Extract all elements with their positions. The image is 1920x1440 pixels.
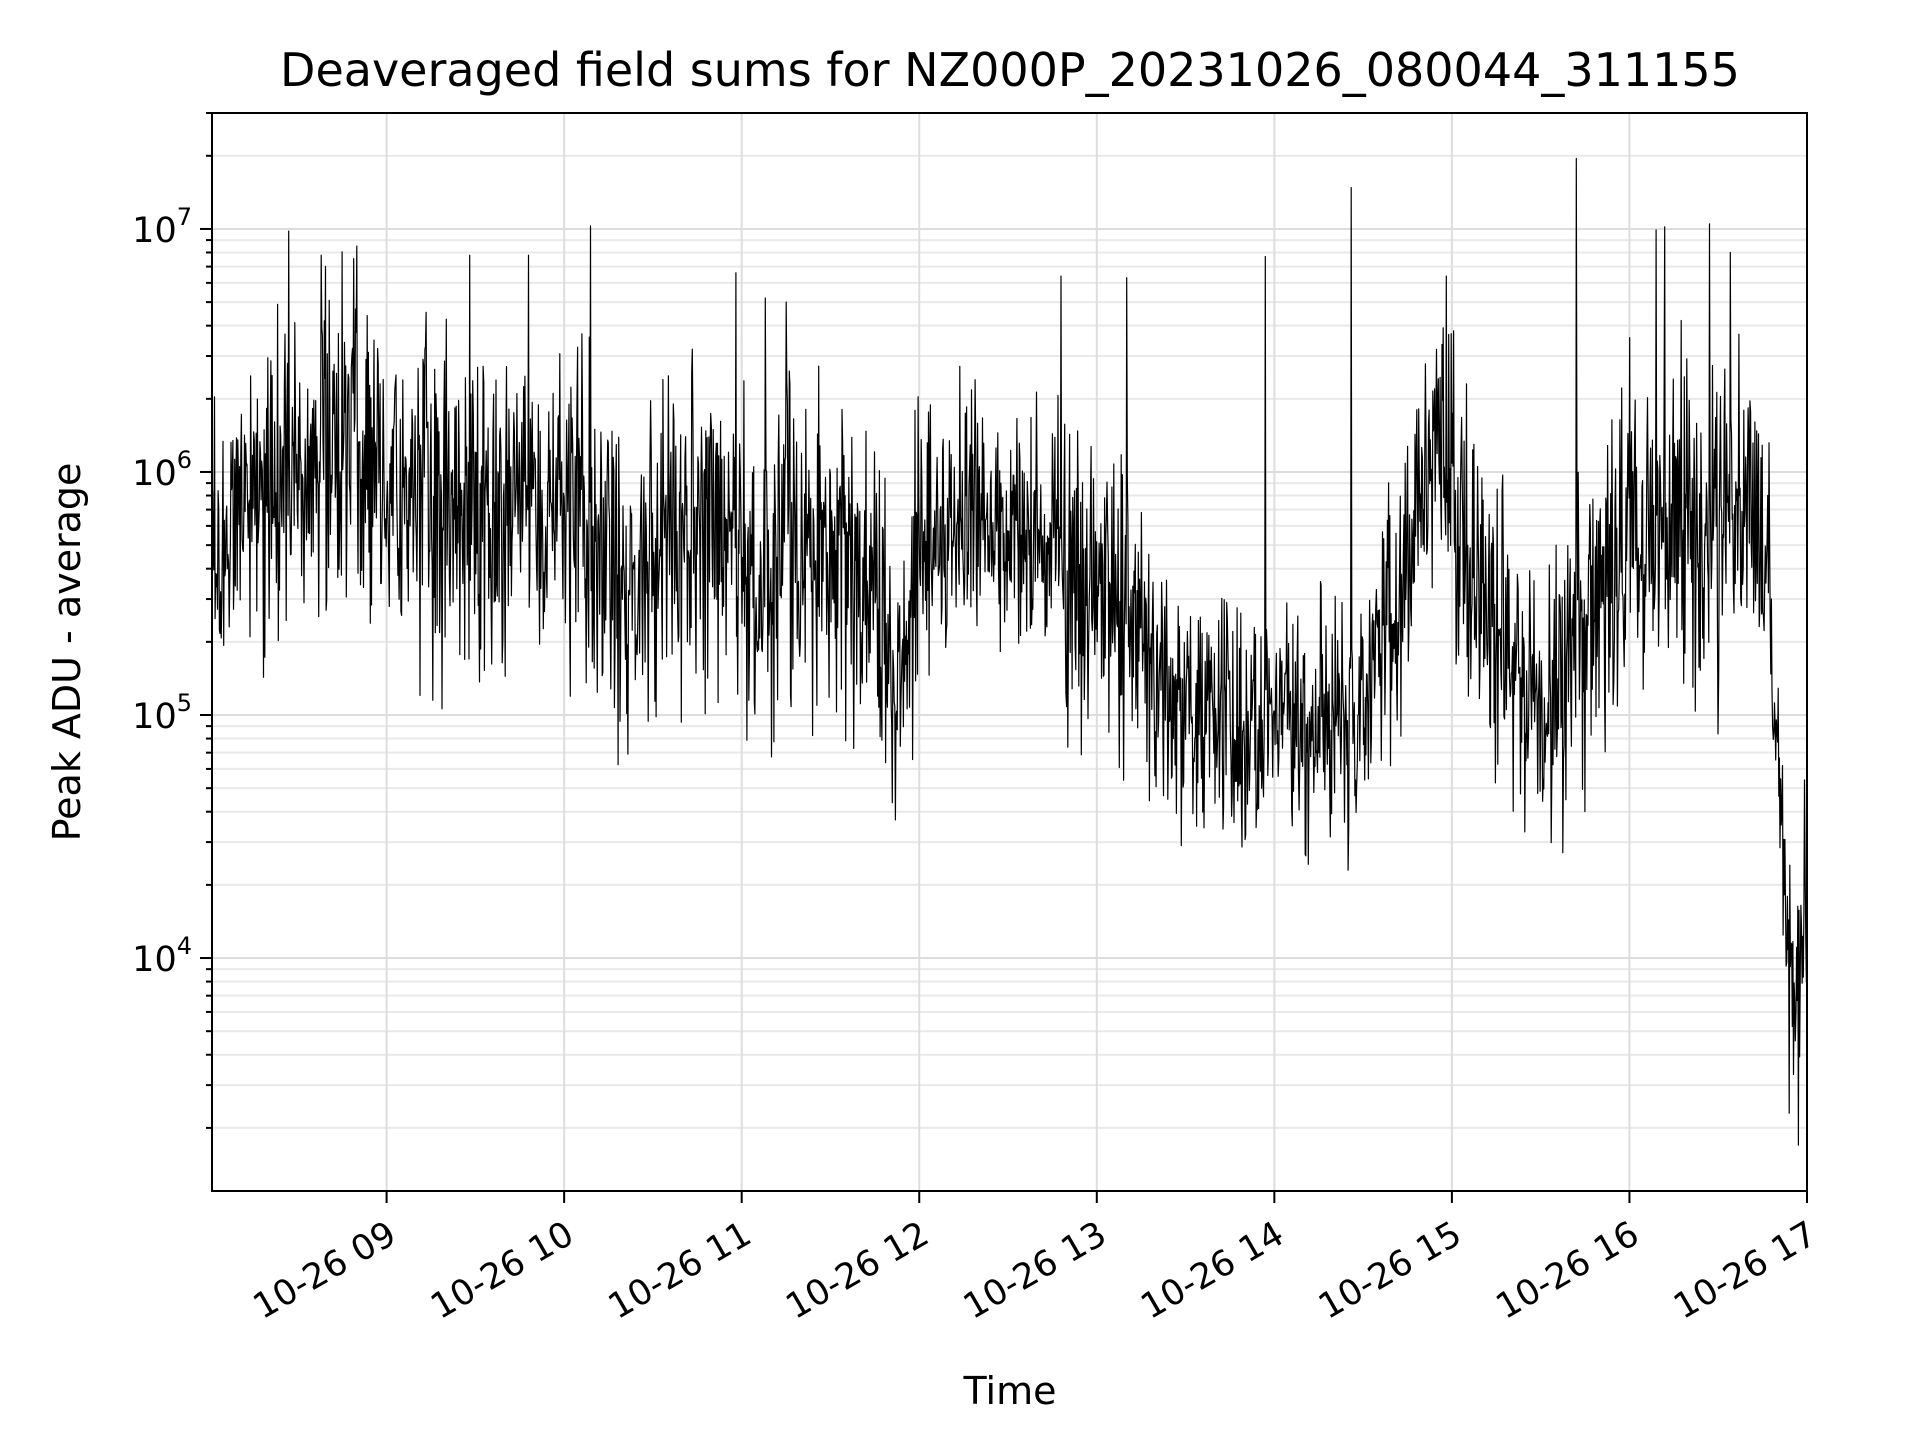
x-tick-label: 10-26 16 (1490, 1214, 1646, 1327)
x-axis-ticks: 10-26 09 10-26 10 10-26 11 10-26 12 10-26 13… (247, 1191, 1824, 1327)
chart-title: Deaveraged field sums for NZ000P_2023102… (280, 43, 1740, 97)
series-layer (211, 157, 1808, 1146)
y-tick-label: 106 (132, 446, 192, 494)
x-tick-label: 10-26 11 (602, 1214, 758, 1327)
x-axis-label: Time (963, 1369, 1057, 1413)
x-tick-label: 10-26 13 (957, 1214, 1113, 1327)
x-tick-label: 10-26 14 (1135, 1214, 1291, 1327)
y-tick-label: 107 (132, 203, 192, 251)
y-axis-ticks: 104 105 106 107 (132, 112, 212, 1129)
x-tick-label: 10-26 12 (779, 1214, 935, 1327)
y-tick-label: 104 (132, 932, 192, 980)
x-tick-label: 10-26 09 (247, 1214, 403, 1327)
x-tick-label: 10-26 15 (1312, 1214, 1468, 1327)
series-line (211, 157, 1808, 1146)
y-tick-label: 105 (132, 689, 192, 737)
plot-frame (211, 112, 1808, 1192)
y-axis-label: Peak ADU - average (45, 463, 89, 842)
x-tick-label: 10-26 10 (424, 1214, 580, 1327)
x-tick-label: 10-26 17 (1667, 1214, 1823, 1327)
